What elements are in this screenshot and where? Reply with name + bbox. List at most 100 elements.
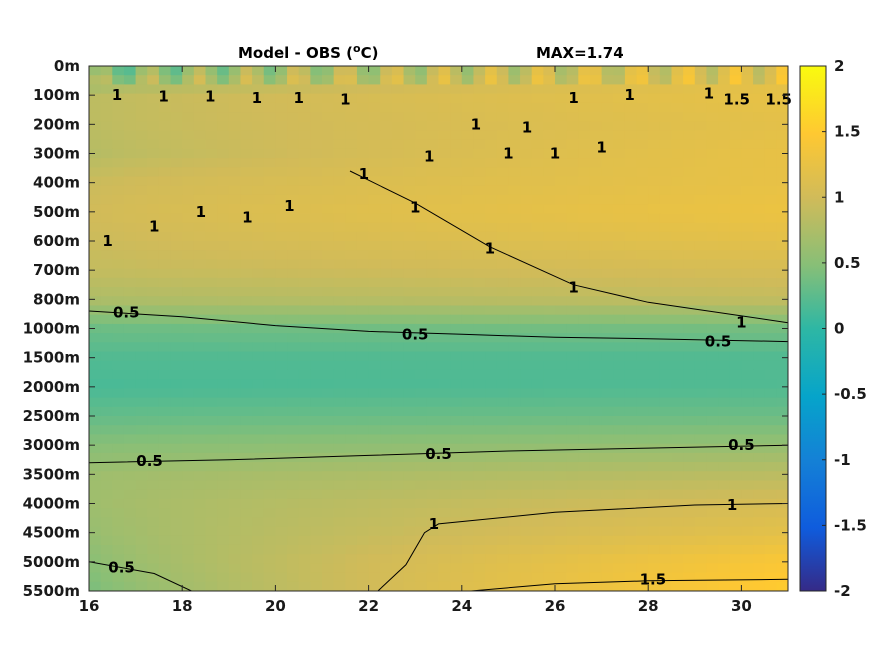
heatmap-cell [555, 535, 568, 546]
heatmap-cell [240, 268, 253, 279]
heatmap-cell [415, 342, 428, 353]
heatmap-cell [263, 112, 276, 122]
heatmap-cell [473, 544, 486, 555]
heatmap-cell [531, 222, 544, 233]
heatmap-cell [589, 517, 603, 528]
heatmap-cell [450, 333, 463, 343]
heatmap-cell [496, 158, 509, 168]
heatmap-cell [263, 489, 276, 500]
heatmap-cell [252, 75, 265, 86]
heatmap-cell [578, 93, 591, 104]
heatmap-cell [601, 526, 614, 537]
heatmap-cell [158, 388, 172, 399]
heatmap-cell [648, 185, 661, 196]
heatmap-cell [555, 379, 568, 389]
heatmap-cell [648, 443, 661, 454]
heatmap-cell [123, 139, 137, 150]
heatmap-cell [252, 471, 265, 482]
heatmap-cell [764, 572, 777, 583]
heatmap-cell [263, 517, 276, 528]
heatmap-cell [753, 158, 766, 168]
heatmap-cell [729, 84, 742, 95]
heatmap-cell [659, 581, 673, 591]
heatmap-cell [578, 241, 591, 251]
heatmap-cell [496, 480, 509, 491]
heatmap-cell [123, 443, 137, 454]
heatmap-cell [636, 397, 649, 408]
heatmap-cell [89, 148, 102, 159]
heatmap-cell [776, 379, 788, 389]
heatmap-cell [415, 93, 428, 104]
heatmap-cell [391, 139, 405, 150]
heatmap-cell [287, 581, 300, 591]
heatmap-cell [217, 489, 230, 500]
heatmap-cell [718, 259, 731, 270]
heatmap-cell [601, 167, 614, 178]
heatmap-cell [624, 176, 638, 187]
heatmap-cell [508, 75, 521, 86]
heatmap-cell [158, 112, 172, 122]
heatmap-cell [729, 572, 742, 583]
heatmap-cell [182, 314, 195, 325]
heatmap-cell [193, 84, 207, 95]
heatmap-cell [718, 443, 731, 454]
contour-line [89, 310, 788, 343]
heatmap-cell [240, 563, 253, 574]
heatmap-cell [89, 305, 102, 316]
heatmap-cell [205, 434, 218, 445]
heatmap-cell [694, 388, 708, 399]
heatmap-cell [636, 176, 649, 187]
heatmap-cell [368, 581, 381, 591]
heatmap-cell [182, 462, 195, 472]
heatmap-cell [613, 93, 626, 104]
heatmap-cell [275, 250, 288, 261]
heatmap-cell [193, 222, 207, 233]
heatmap-cell [543, 296, 556, 307]
heatmap-cell [671, 84, 684, 95]
heatmap-cell [426, 250, 440, 261]
heatmap-cell [601, 139, 614, 150]
heatmap-cell [520, 480, 533, 491]
heatmap-cell [217, 572, 230, 583]
heatmap-cell [158, 526, 172, 537]
heatmap-cell [461, 416, 475, 426]
heatmap-cell [659, 572, 673, 583]
heatmap-cell [287, 287, 300, 297]
heatmap-cell [671, 517, 684, 528]
heatmap-cell [368, 508, 381, 518]
heatmap-cell [496, 572, 509, 583]
heatmap-cell [613, 296, 626, 307]
heatmap-cell [485, 167, 498, 178]
heatmap-cell [170, 75, 183, 86]
heatmap-cell [310, 222, 323, 233]
heatmap-cell [403, 93, 416, 104]
heatmap-cell [415, 489, 428, 500]
heatmap-cell [263, 471, 276, 482]
heatmap-cell [415, 416, 428, 426]
heatmap-cell [310, 194, 323, 205]
heatmap-cell [566, 517, 579, 528]
heatmap-cell [461, 213, 475, 224]
heatmap-cell [718, 130, 731, 141]
heatmap-cell [380, 222, 393, 233]
heatmap-cell [578, 176, 591, 187]
heatmap-cell [228, 250, 242, 261]
heatmap-cell [508, 416, 521, 426]
heatmap-cell [89, 222, 102, 233]
contour-label: 1.5 [723, 91, 750, 109]
heatmap-cell [624, 517, 638, 528]
heatmap-cell [322, 231, 335, 242]
heatmap-cell [193, 360, 207, 371]
heatmap-cell [345, 416, 358, 426]
heatmap-cell [263, 194, 276, 205]
heatmap-cell [123, 268, 137, 279]
contour-line [89, 444, 788, 464]
heatmap-cell [100, 213, 113, 224]
heatmap-cell [135, 268, 148, 279]
heatmap-cell [753, 84, 766, 95]
heatmap-cell [764, 148, 777, 159]
contour-label: 1 [293, 89, 303, 107]
heatmap-cell [566, 148, 579, 159]
heatmap-cell [205, 425, 218, 436]
heatmap-cell [123, 185, 137, 196]
